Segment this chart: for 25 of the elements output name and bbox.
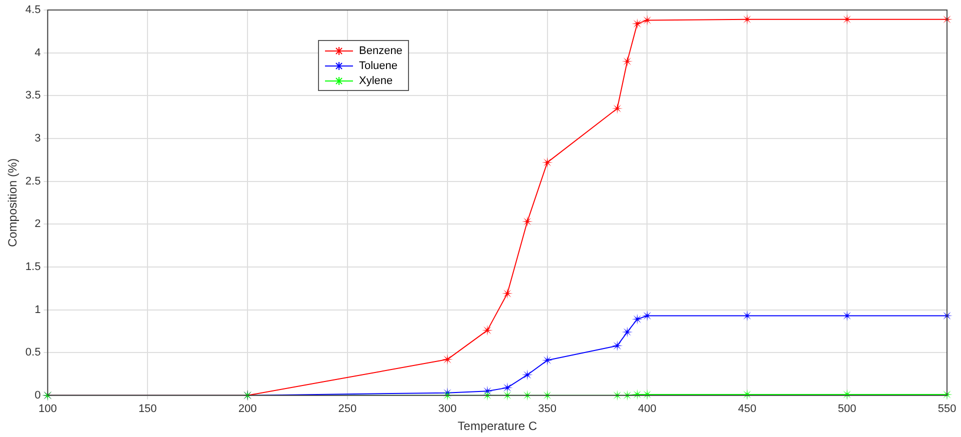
y-tick-label: 1.5 — [25, 260, 41, 273]
y-tick-label: 4.5 — [25, 4, 41, 16]
x-axis-title: Temperature C — [458, 419, 538, 434]
y-axis-title: Composition (%) — [6, 158, 20, 248]
y-tick-label: 1 — [34, 304, 41, 316]
y-tick-label: 0.5 — [25, 346, 41, 359]
y-tick-label: 2.5 — [25, 175, 41, 188]
y-tick-label: 2 — [34, 218, 41, 230]
x-tick-label: 400 — [638, 403, 656, 416]
x-tick-label: 550 — [938, 403, 956, 416]
x-tick-label: 150 — [138, 403, 157, 416]
legend-label: Toluene — [359, 60, 398, 72]
y-tick-label: 3 — [34, 132, 41, 144]
y-tick-label: 4 — [34, 46, 41, 59]
x-tick-label: 250 — [338, 403, 357, 416]
x-tick-label: 100 — [38, 403, 57, 416]
y-tick-label: 0 — [34, 389, 41, 402]
y-tick-label: 3.5 — [25, 90, 41, 102]
x-tick-label: 350 — [538, 403, 556, 416]
x-tick-label: 500 — [838, 403, 856, 416]
legend-label: Xylene — [359, 74, 393, 86]
x-tick-label: 300 — [438, 403, 457, 416]
legend-label: Benzene — [359, 44, 402, 56]
x-tick-label: 450 — [738, 403, 756, 416]
x-tick-label: 200 — [238, 403, 257, 416]
